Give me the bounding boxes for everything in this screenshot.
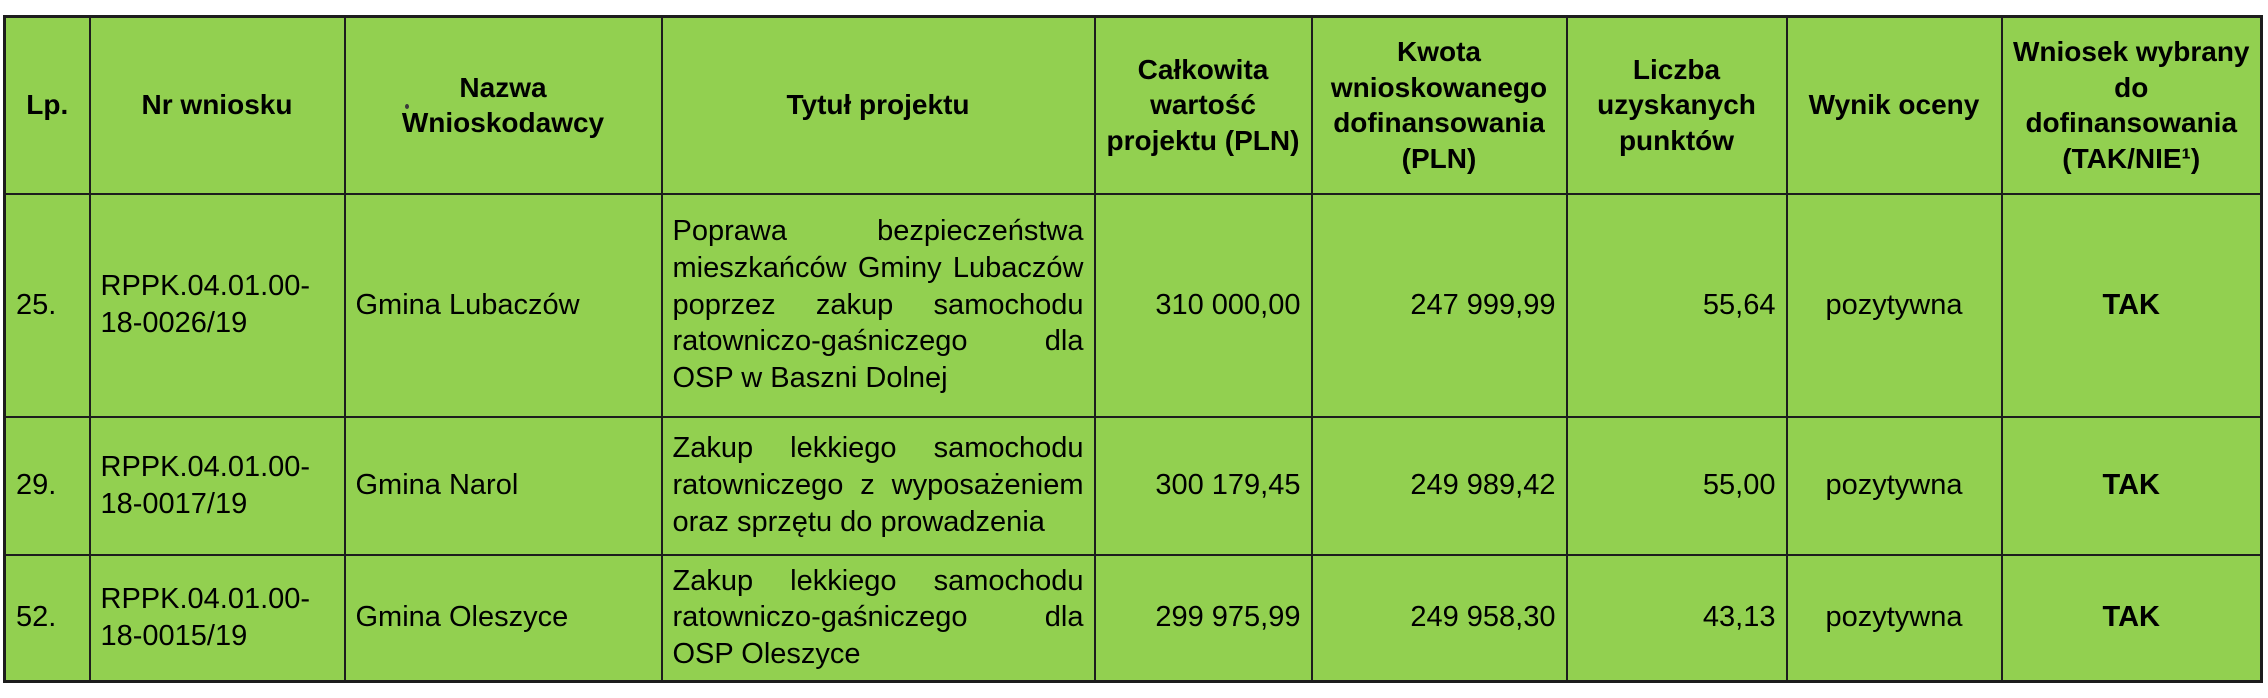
cell-lp: 29. bbox=[3, 415, 91, 556]
cell-liczba-punktow: 43,13 bbox=[1565, 553, 1788, 683]
cell-calkowita-wartosc: 300 179,45 bbox=[1093, 415, 1313, 556]
table-row: 25. RPPK.04.01.00-18-0026/19 Gmina Lubac… bbox=[3, 192, 2263, 418]
cell-kwota-dofinansowania: 249 989,42 bbox=[1310, 415, 1568, 556]
header-cell-calkowita-wartosc: Całkowita wartość projektu (PLN) bbox=[1093, 15, 1313, 195]
cell-wniosek-wybrany: TAK bbox=[2000, 415, 2263, 556]
cell-tytul-projektu: Zakup lekkiego samochodu ratowniczego z … bbox=[660, 415, 1096, 556]
cell-wynik-oceny: pozytywna bbox=[1785, 192, 2003, 418]
cell-wniosek-wybrany: TAK bbox=[2000, 553, 2263, 683]
cell-lp: 25. bbox=[3, 192, 91, 418]
cell-wniosek-wybrany: TAK bbox=[2000, 192, 2263, 418]
cell-kwota-dofinansowania: 247 999,99 bbox=[1310, 192, 1568, 418]
cell-lp: 52. bbox=[3, 553, 91, 683]
header-cell-kwota-dofinansowania: Kwota wnioskowanego dofinansowania (PLN) bbox=[1310, 15, 1568, 195]
cell-liczba-punktow: 55,64 bbox=[1565, 192, 1788, 418]
cell-nr-wniosku: RPPK.04.01.00-18-0026/19 bbox=[88, 192, 346, 418]
header-cell-lp: Lp. bbox=[3, 15, 91, 195]
cell-nazwa-wnioskodawcy: Gmina Lubaczów bbox=[343, 192, 663, 418]
cell-nazwa-wnioskodawcy: Gmina Narol bbox=[343, 415, 663, 556]
cell-wynik-oceny: pozytywna bbox=[1785, 553, 2003, 683]
cell-calkowita-wartosc: 299 975,99 bbox=[1093, 553, 1313, 683]
header-cell-nr-wniosku: Nr wniosku bbox=[88, 15, 346, 195]
header-cell-wniosek-wybrany: Wniosek wybrany do dofinansowania (TAK/N… bbox=[2000, 15, 2263, 195]
scan-artifact-dot bbox=[405, 104, 409, 109]
table-row: 29. RPPK.04.01.00-18-0017/19 Gmina Narol… bbox=[3, 415, 2263, 556]
header-cell-nazwa-wnioskodawcy: Nazwa Wnioskodawcy bbox=[343, 15, 663, 195]
header-cell-liczba-punktow: Liczba uzyskanych punktów bbox=[1565, 15, 1788, 195]
header-cell-wynik-oceny: Wynik oceny bbox=[1785, 15, 2003, 195]
cell-nr-wniosku: RPPK.04.01.00-18-0015/19 bbox=[88, 553, 346, 683]
grants-table: Lp. Nr wniosku Nazwa Wnioskodawcy Tytuł … bbox=[3, 15, 2263, 683]
cell-nazwa-wnioskodawcy: Gmina Oleszyce bbox=[343, 553, 663, 683]
cell-calkowita-wartosc: 310 000,00 bbox=[1093, 192, 1313, 418]
cell-nr-wniosku: RPPK.04.01.00-18-0017/19 bbox=[88, 415, 346, 556]
cell-kwota-dofinansowania: 249 958,30 bbox=[1310, 553, 1568, 683]
cell-tytul-projektu: Poprawa bezpieczeństwa mieszkańców Gminy… bbox=[660, 192, 1096, 418]
cell-wynik-oceny: pozytywna bbox=[1785, 415, 2003, 556]
cell-tytul-projektu: Zakup lekkiego samochodu ratowniczo-gaśn… bbox=[660, 553, 1096, 683]
table-row: 52. RPPK.04.01.00-18-0015/19 Gmina Olesz… bbox=[3, 553, 2263, 683]
cell-liczba-punktow: 55,00 bbox=[1565, 415, 1788, 556]
table-header-row: Lp. Nr wniosku Nazwa Wnioskodawcy Tytuł … bbox=[3, 15, 2263, 195]
header-cell-tytul-projektu: Tytuł projektu bbox=[660, 15, 1096, 195]
